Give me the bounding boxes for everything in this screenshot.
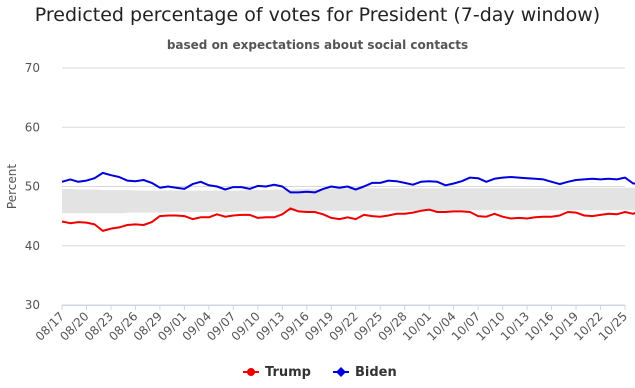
y-tick-label: 40 [25,239,40,253]
y-tick-label: 50 [25,180,40,194]
confidence-band [62,187,635,214]
series-line-biden [61,171,635,194]
legend-label-trump: Trump [265,365,311,380]
y-axis-title: Percent [5,164,19,209]
legend-marker-biden [336,367,346,377]
y-tick-label: 30 [25,298,40,312]
legend-marker-trump [247,368,255,376]
x-tick-label: 10/25 [596,309,630,343]
y-tick-label: 60 [25,120,40,134]
chart-title: Predicted percentage of votes for Presid… [34,4,601,26]
chart-subtitle: based on expectations about social conta… [166,38,469,52]
legend-label-biden: Biden [355,365,397,380]
series-line-trump [61,207,635,232]
y-tick-label: 70 [25,61,40,75]
